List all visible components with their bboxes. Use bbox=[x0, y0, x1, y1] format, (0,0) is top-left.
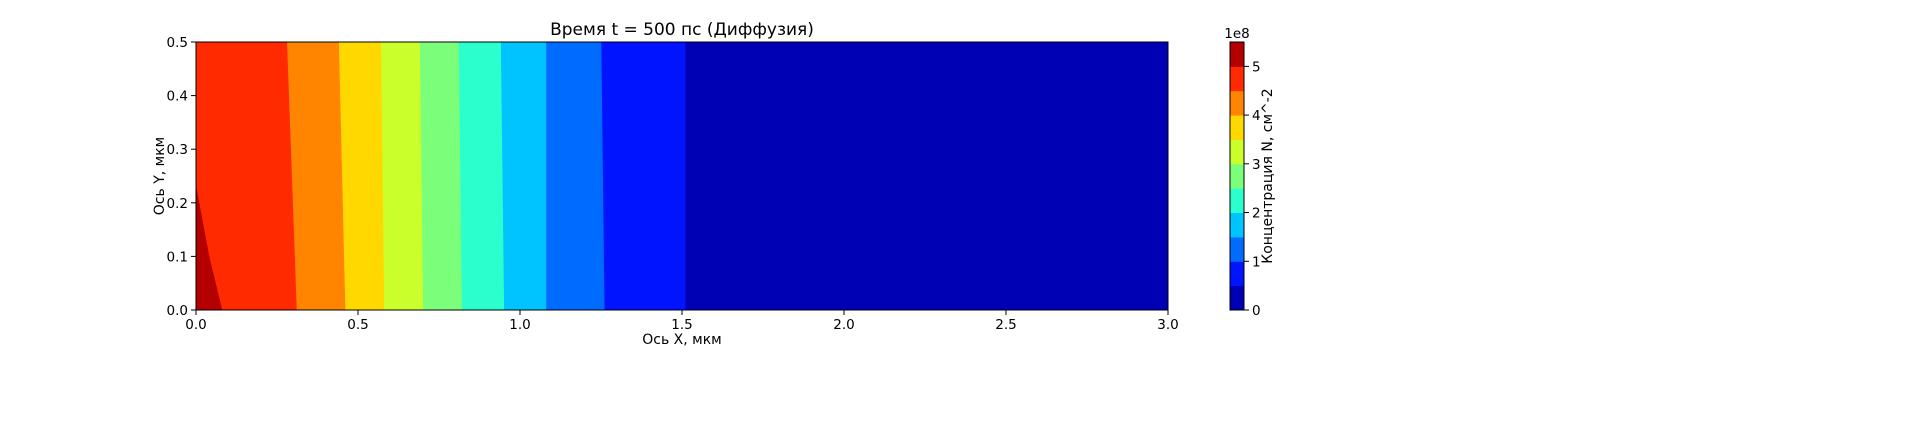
colorbar-band bbox=[1230, 90, 1244, 116]
contour-regions bbox=[195, 41, 1169, 311]
colorbar-tick-label: 4 bbox=[1252, 108, 1261, 124]
colorbar-band bbox=[1230, 261, 1244, 287]
colorbar-band bbox=[1230, 115, 1244, 140]
x-tick-label: 2.5 bbox=[995, 317, 1016, 333]
colorbar-band bbox=[1230, 139, 1244, 165]
colorbar-band bbox=[1230, 188, 1244, 214]
colorbar-label: Концентрация N, см^-2 bbox=[1260, 88, 1276, 263]
colorbar-scale-label: 1e8 bbox=[1224, 26, 1249, 42]
y-tick-label: 0.4 bbox=[167, 89, 188, 105]
colorbar bbox=[1230, 42, 1244, 311]
x-tick-label: 0.0 bbox=[185, 317, 206, 333]
chart-title: Время t = 500 пс (Диффузия) bbox=[550, 20, 814, 40]
y-tick-label: 0.1 bbox=[167, 249, 188, 265]
x-axis-label: Ось X, мкм bbox=[642, 332, 722, 348]
colorbar-band bbox=[1230, 236, 1244, 262]
x-tick-label: 0.5 bbox=[347, 317, 368, 333]
colorbar-tick-label: 0 bbox=[1252, 303, 1261, 319]
y-tick-label: 0.3 bbox=[167, 142, 188, 158]
x-axis-ticks: 0.0 0.5 1.0 1.5 2.0 2.5 3.0 bbox=[185, 310, 1179, 333]
y-axis-ticks: 0.0 0.1 0.2 0.3 0.4 0.5 bbox=[167, 35, 196, 319]
colorbar-frame bbox=[1229, 41, 1245, 311]
y-axis-label: Ось Y, мкм bbox=[152, 137, 168, 215]
colorbar-tick-label: 5 bbox=[1252, 59, 1261, 75]
colorbar-tick-label: 1 bbox=[1252, 254, 1261, 270]
colorbar-tick-label: 3 bbox=[1252, 157, 1261, 173]
colorbar-band bbox=[1230, 163, 1244, 189]
x-tick-label: 2.0 bbox=[833, 317, 854, 333]
x-tick-label: 1.5 bbox=[671, 317, 692, 333]
y-tick-label: 0.2 bbox=[167, 196, 188, 212]
colorbar-band bbox=[1230, 42, 1244, 67]
colorbar-ticks: 0 1 2 3 4 5 bbox=[1244, 59, 1261, 319]
y-tick-label: 0.5 bbox=[167, 35, 188, 51]
colorbar-band bbox=[1230, 212, 1244, 238]
colorbar-tick-label: 2 bbox=[1252, 206, 1261, 222]
x-tick-label: 3.0 bbox=[1157, 317, 1178, 333]
colorbar-band bbox=[1230, 66, 1244, 92]
y-tick-label: 0.0 bbox=[167, 303, 188, 319]
colorbar-band bbox=[1230, 285, 1244, 311]
x-tick-label: 1.0 bbox=[509, 317, 530, 333]
